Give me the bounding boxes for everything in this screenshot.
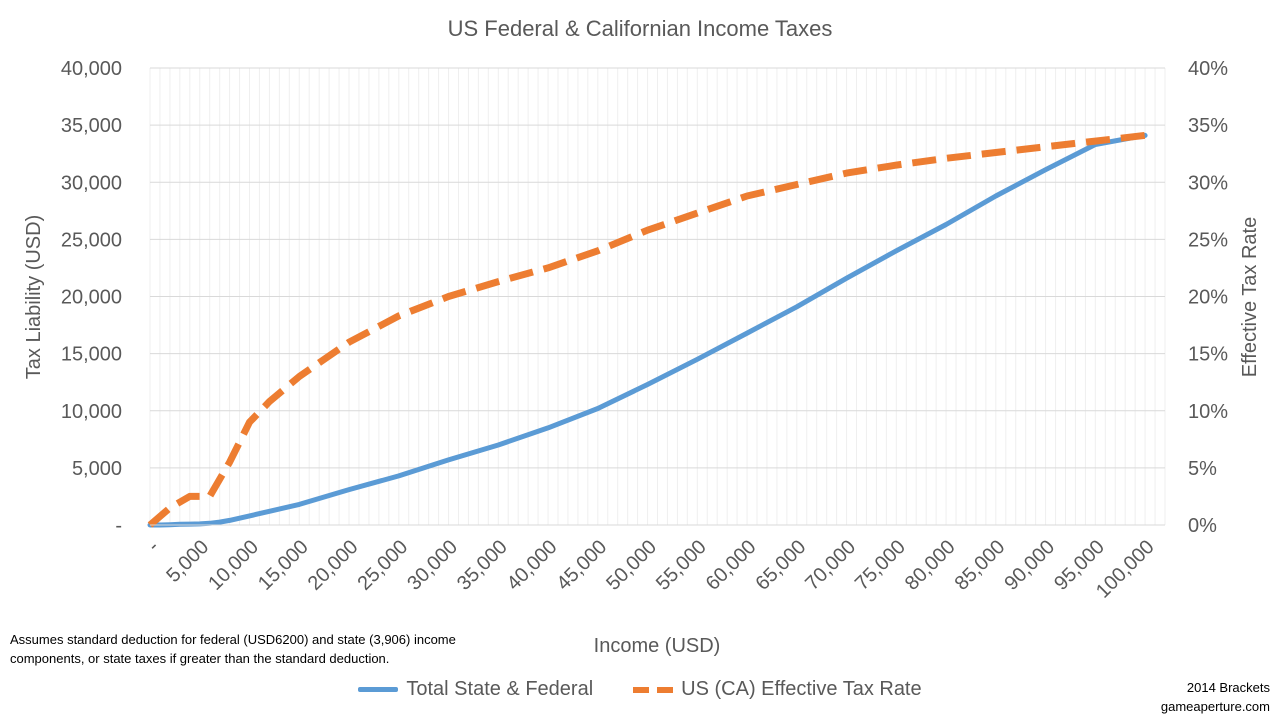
legend-swatch-solid: [358, 687, 399, 692]
y-tick-label: 40,000: [61, 58, 122, 80]
y-tick-label: 30,000: [61, 172, 122, 194]
x-tick-label: 15,000: [254, 536, 313, 595]
legend-swatch-dashed: [633, 686, 674, 693]
x-tick-label: 35,000: [453, 536, 512, 595]
x-tick-label: 65,000: [752, 536, 811, 595]
x-tick-label: 10,000: [204, 536, 263, 595]
x-tick-label: 90,000: [1000, 536, 1059, 595]
grid: [149, 67, 1166, 526]
assumption-line-2: components, or state taxes if greater th…: [10, 651, 390, 666]
y-tick-label: 15,000: [61, 344, 122, 366]
credit-brackets: 2014 Brackets: [1186, 680, 1270, 695]
y-tick-label: 25,000: [61, 229, 122, 251]
y2-tick-label: 25%: [1188, 229, 1228, 251]
legend-label-rate: US (CA) Effective Tax Rate: [681, 678, 922, 700]
y2-tick-label: 5%: [1188, 458, 1217, 480]
x-tick-label: -: [143, 536, 163, 556]
y-tick-label: 10,000: [61, 401, 122, 423]
x-tick-label: 60,000: [702, 536, 761, 595]
x-tick-label: 85,000: [951, 536, 1010, 595]
y2-axis-title: Effective Tax Rate: [1239, 217, 1261, 377]
credit: 2014 Brackets gameaperture.com: [1161, 678, 1270, 716]
y2-tick-label: 15%: [1188, 344, 1228, 366]
x-tick-label: 20,000: [304, 536, 363, 595]
x-tick-label: 45,000: [553, 536, 612, 595]
y-tick-label: 20,000: [61, 287, 122, 309]
series-line-total-tax: [147, 132, 1148, 528]
x-tick-label: 75,000: [851, 536, 910, 595]
series-layer: [147, 131, 1148, 528]
legend: Total State & Federal US (CA) Effective …: [0, 678, 1280, 701]
x-tick-label: 80,000: [901, 536, 960, 595]
x-tick-label: 55,000: [652, 536, 711, 595]
y2-tick-label: 35%: [1188, 115, 1228, 137]
y-tick-label: -: [115, 515, 122, 537]
y-tick-label: 35,000: [61, 115, 122, 137]
x-tick-label: 50,000: [602, 536, 661, 595]
x-tick-label: 25,000: [353, 536, 412, 595]
legend-label-total: Total State & Federal: [406, 678, 594, 700]
y2-tick-label: 20%: [1188, 287, 1228, 309]
x-tick-label: 40,000: [503, 536, 562, 595]
y2-tick-label: 10%: [1188, 401, 1228, 423]
x-tick-label: 30,000: [403, 536, 462, 595]
assumption-line-1: Assumes standard deduction for federal (…: [10, 632, 456, 647]
assumption-note: Assumes standard deduction for federal (…: [10, 630, 456, 668]
series-line-effective-rate: [147, 131, 1146, 528]
y2-tick-label: 40%: [1188, 58, 1228, 80]
legend-item-total: Total State & Federal: [358, 678, 593, 701]
chart-title: US Federal & Californian Income Taxes: [448, 16, 833, 41]
y2-tick-label: 30%: [1188, 172, 1228, 194]
legend-item-rate: US (CA) Effective Tax Rate: [633, 678, 922, 701]
y-axis-title: Tax Liability (USD): [23, 215, 45, 379]
credit-site: gameaperture.com: [1160, 699, 1270, 714]
y2-tick-label: 0%: [1188, 515, 1217, 537]
x-tick-label: 70,000: [801, 536, 860, 595]
x-axis-title: Income (USD): [594, 635, 721, 657]
y-tick-label: 5,000: [72, 458, 122, 480]
